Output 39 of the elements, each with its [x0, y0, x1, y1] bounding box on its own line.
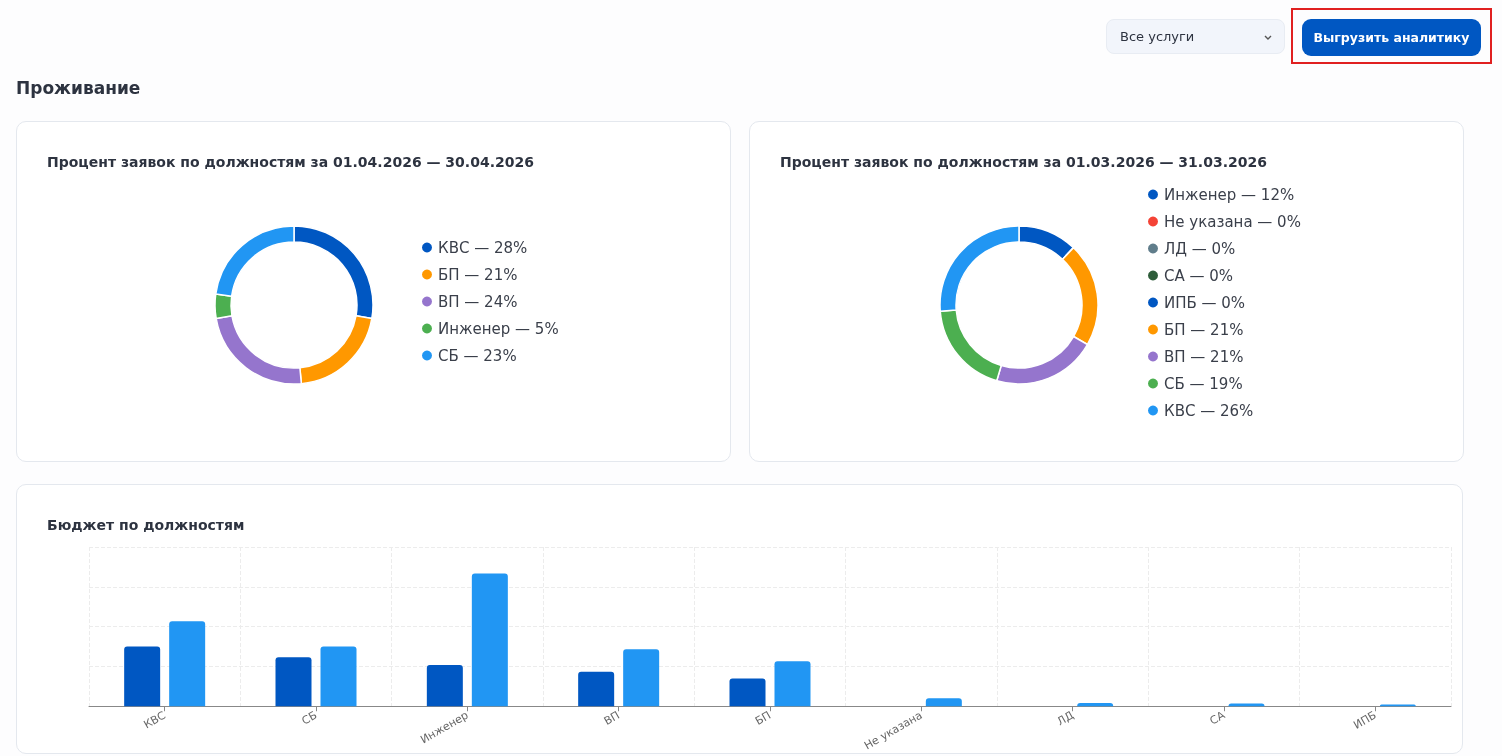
x-tick-label: ЛД [1054, 708, 1077, 729]
legend-label: КВС — 26% [1164, 401, 1254, 420]
bar [578, 671, 615, 707]
legend-label: ИПБ — 0% [1164, 293, 1246, 312]
x-tick-label: СБ [299, 708, 320, 728]
chart-title: Бюджет по должностям [47, 517, 245, 533]
bar [124, 646, 161, 707]
text: Проживание [16, 78, 141, 98]
bar [925, 698, 962, 707]
x-tick-label: СА [1207, 708, 1228, 728]
text: Выгрузить аналитику [1302, 19, 1481, 56]
x-tick-label: ИПБ [1351, 708, 1379, 732]
text: Все услуги [1120, 29, 1195, 44]
legend-label: КВС — 28% [438, 238, 528, 257]
bar [275, 657, 312, 707]
legend-label: ВП — 24% [438, 292, 518, 311]
bar [169, 621, 206, 707]
bar [774, 661, 811, 707]
legend-label: Инженер — 12% [1164, 185, 1295, 204]
x-tick-label: КВС [141, 708, 169, 732]
x-tick-label: БП [753, 708, 774, 728]
bar [471, 573, 508, 707]
x-tick-label: ВП [601, 708, 622, 728]
chart-title: Процент заявок по должностям за 01.03.2026 — 31.03.2026 [780, 154, 1267, 170]
bar [729, 678, 766, 707]
bar [1077, 702, 1114, 707]
legend-label: ВП — 21% [1164, 347, 1244, 366]
legend-label: СА — 0% [1164, 266, 1234, 285]
legend-label: СБ — 19% [1164, 374, 1243, 393]
legend-label: Не указана — 0% [1164, 212, 1301, 231]
bar [320, 646, 357, 707]
chart-title: Процент заявок по должностям за 01.04.2026 — 30.04.2026 [47, 154, 534, 170]
legend-label: ЛД — 0% [1164, 239, 1236, 258]
bar [426, 665, 463, 707]
legend-label: БП — 21% [1164, 320, 1244, 339]
legend-label: БП — 21% [438, 265, 518, 284]
legend-label: СБ — 23% [438, 346, 517, 365]
legend-label: Инженер — 5% [438, 319, 559, 338]
bar [623, 649, 660, 707]
